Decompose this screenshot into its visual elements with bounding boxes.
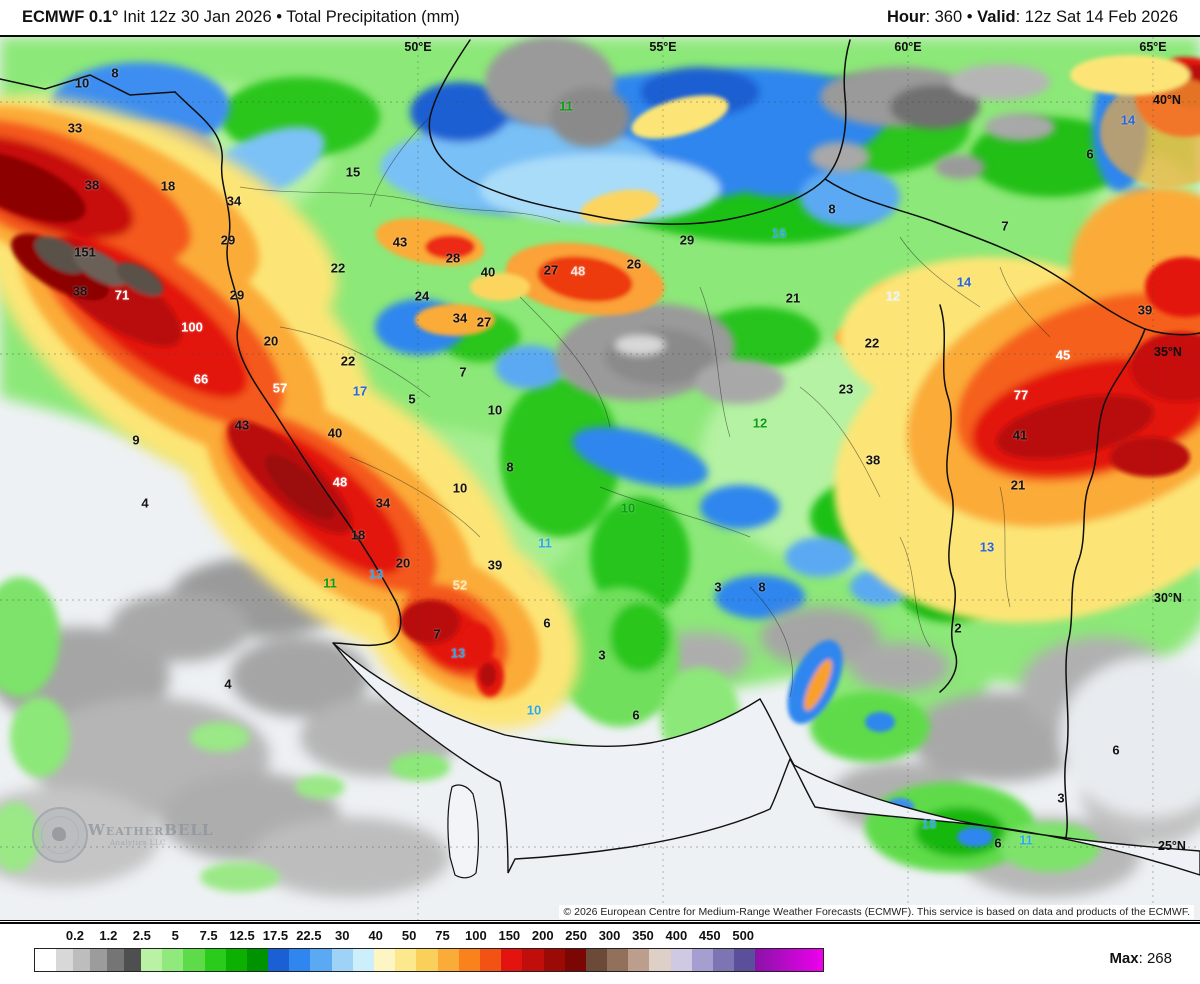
max-number: : 268 xyxy=(1138,950,1172,967)
legend-tick: 2.5 xyxy=(132,928,151,943)
legend-color-cell xyxy=(35,949,57,971)
legend-color-cell xyxy=(755,949,824,971)
legend-color-cell xyxy=(310,949,332,971)
map-title: ECMWF 0.1° Init 12z 30 Jan 2026 • Total … xyxy=(22,8,460,27)
legend-color-cell xyxy=(124,949,141,971)
legend-color-cell xyxy=(183,949,205,971)
legend-tick: 200 xyxy=(531,928,554,943)
legend-color-cell xyxy=(268,949,290,971)
legend-color-cell xyxy=(564,949,586,971)
legend-color-cell xyxy=(352,949,375,971)
legend-tick: 5 xyxy=(171,928,179,943)
legend-color-cell xyxy=(289,949,311,971)
legend-color-cell xyxy=(246,949,269,971)
legend-color-cell xyxy=(374,949,396,971)
precipitation-map: WeatherBELL Analytics LLC © 2026 Europea… xyxy=(0,35,1200,921)
weatherbell-watermark: WeatherBELL Analytics LLC xyxy=(24,805,234,865)
map-raster xyxy=(0,37,1200,920)
color-scale-legend: 0.2 1.2 2.5 5 7.5 12.5 17.5 22.5 30 40 50 75 100 150 2… xyxy=(0,922,1200,984)
watermark-subtitle: Analytics LLC xyxy=(110,839,166,847)
qatar-outline xyxy=(447,784,479,879)
legend-color-cell xyxy=(162,949,184,971)
legend-color-cell xyxy=(437,949,459,971)
legend-tick: 30 xyxy=(335,928,350,943)
graticule xyxy=(0,37,1200,920)
legend-tick: 50 xyxy=(401,928,417,943)
legend-color-cell xyxy=(479,949,502,971)
map-title-model: ECMWF 0.1° xyxy=(22,8,119,26)
valid-label: Valid xyxy=(977,8,1016,26)
legend-tick: 500 xyxy=(732,928,755,943)
legend-color-cell xyxy=(670,949,692,971)
country-borders xyxy=(0,39,1200,838)
gulf-water xyxy=(332,642,1200,876)
copyright-text: © 2026 European Centre for Medium-Range … xyxy=(559,905,1194,919)
hour-value: : 360 • xyxy=(925,8,978,26)
legend-color-cell xyxy=(416,949,438,971)
legend-color-cell xyxy=(395,949,417,971)
legend-color-cell xyxy=(628,949,650,971)
legend-color-cell xyxy=(585,949,608,971)
legend-colorbar xyxy=(34,948,824,972)
legend-tick: 450 xyxy=(698,928,721,943)
legend-tick: 300 xyxy=(598,928,621,943)
legend-color-cell xyxy=(225,949,247,971)
valid-value: : 12z Sat 14 Feb 2026 xyxy=(1015,8,1178,26)
max-value: Max: 268 xyxy=(1109,950,1172,967)
legend-color-cell xyxy=(607,949,629,971)
legend-tick: 1.2 xyxy=(99,928,118,943)
map-title-rest: Init 12z 30 Jan 2026 • Total Precipitati… xyxy=(118,8,460,26)
legend-tick: 75 xyxy=(435,928,450,943)
weatherbell-logo-icon xyxy=(32,807,88,863)
legend-tick: 100 xyxy=(465,928,487,943)
legend-color-cell xyxy=(458,949,480,971)
hour-label: Hour xyxy=(886,8,926,26)
header: ECMWF 0.1° Init 12z 30 Jan 2026 • Total … xyxy=(0,0,1200,35)
province-borders xyxy=(239,116,1051,698)
legend-tick: 12.5 xyxy=(229,928,255,943)
legend-tick: 7.5 xyxy=(199,928,218,943)
legend-color-cell xyxy=(543,949,565,971)
legend-tick: 40 xyxy=(368,928,383,943)
legend-tick: 250 xyxy=(565,928,587,943)
legend-color-cell xyxy=(90,949,108,971)
legend-color-cell xyxy=(56,949,74,971)
legend-color-cell xyxy=(204,949,226,971)
legend-tick: 17.5 xyxy=(262,928,289,943)
legend-color-cell xyxy=(691,949,714,971)
legend-tick-labels: 0.2 1.2 2.5 5 7.5 12.5 17.5 22.5 30 40 50 75 100 150 2… xyxy=(34,928,822,944)
legend-tick: 150 xyxy=(498,928,521,943)
header-validity: Hour: 360 • Valid: 12z Sat 14 Feb 2026 xyxy=(887,8,1178,27)
max-label: Max xyxy=(1109,950,1139,967)
legend-tick: 0.2 xyxy=(65,928,85,943)
legend-color-cell xyxy=(140,949,163,971)
legend-color-cell xyxy=(734,949,756,971)
legend-color-cell xyxy=(73,949,91,971)
legend-tick: 400 xyxy=(665,928,688,943)
watermark-name: WeatherBELL xyxy=(88,821,214,839)
legend-color-cell xyxy=(331,949,353,971)
legend-tick: 350 xyxy=(632,928,654,943)
legend-color-cell xyxy=(522,949,544,971)
legend-color-cell xyxy=(107,949,124,971)
legend-color-cell xyxy=(649,949,671,971)
legend-color-cell xyxy=(501,949,523,971)
legend-color-cell xyxy=(713,949,735,971)
legend-tick: 22.5 xyxy=(296,928,322,943)
